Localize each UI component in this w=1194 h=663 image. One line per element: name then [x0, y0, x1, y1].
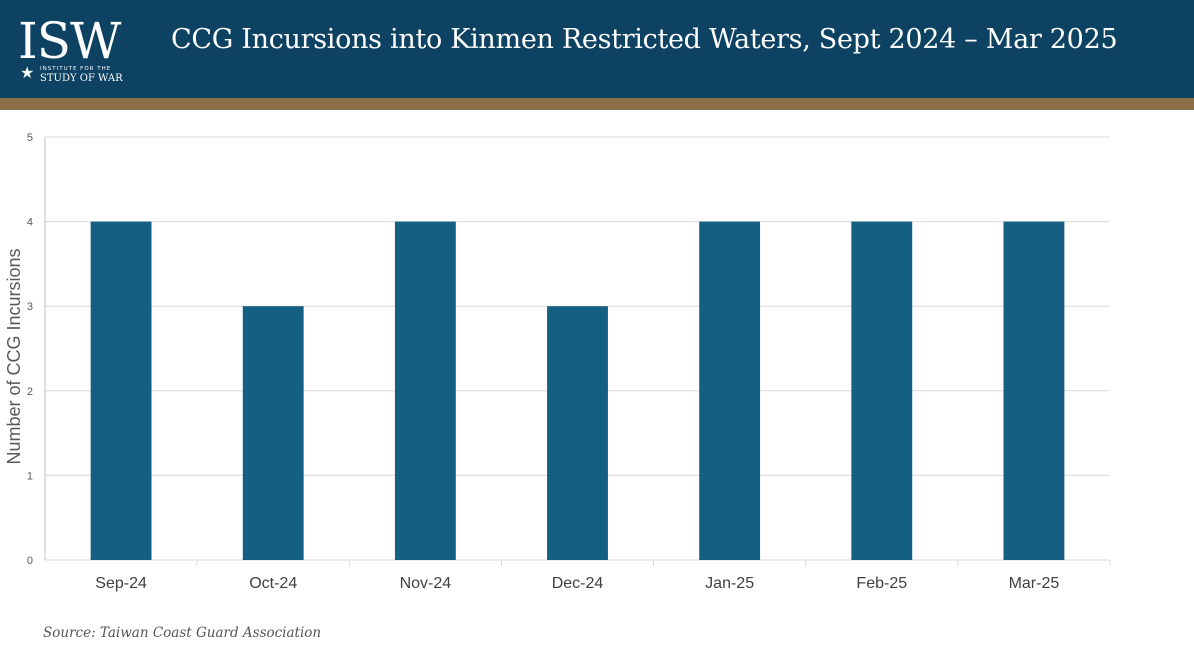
- star-icon: ★: [20, 65, 35, 82]
- bar: [90, 221, 152, 560]
- x-tick-label: Feb-25: [856, 575, 907, 592]
- logo-letters: ISW: [18, 12, 121, 70]
- bar: [242, 306, 304, 560]
- logo-line1: INSTITUTE FOR THE: [40, 66, 112, 72]
- header-stripe: [0, 98, 1194, 110]
- bar: [851, 221, 913, 560]
- x-tick-label: Mar-25: [1009, 575, 1060, 592]
- bar: [547, 306, 608, 560]
- bar: [699, 221, 761, 560]
- header-banner: ISW ★ INSTITUTE FOR THE STUDY OF WAR CCG…: [0, 0, 1194, 98]
- x-tick-label: Jan-25: [705, 575, 754, 592]
- isw-logo: ISW ★ INSTITUTE FOR THE STUDY OF WAR: [18, 14, 153, 86]
- y-tick-label: 2: [27, 386, 33, 398]
- page-title: CCG Incursions into Kinmen Restricted Wa…: [171, 24, 1118, 55]
- x-tick-label: Oct-24: [249, 575, 297, 592]
- source-note: Source: Taiwan Coast Guard Association: [43, 625, 322, 641]
- bar: [1003, 221, 1065, 560]
- y-tick-label: 5: [27, 132, 33, 144]
- x-tick-label: Dec-24: [552, 575, 604, 592]
- y-tick-label: 4: [27, 217, 33, 229]
- y-tick-label: 1: [27, 470, 33, 482]
- y-tick-label: 0: [27, 555, 33, 567]
- bar: [394, 221, 456, 560]
- x-tick-label: Sep-24: [95, 575, 147, 592]
- y-axis-title: Number of CCG Incursions: [4, 248, 24, 464]
- x-tick-label: Nov-24: [400, 575, 452, 592]
- logo-line2: STUDY OF WAR: [40, 73, 123, 84]
- y-tick-label: 3: [27, 301, 33, 313]
- bar-chart: 0 1 2 3 4 5 Sep-24 Oct-24 Nov-24 Dec-24 Jan-25 Feb-…: [4, 132, 1111, 592]
